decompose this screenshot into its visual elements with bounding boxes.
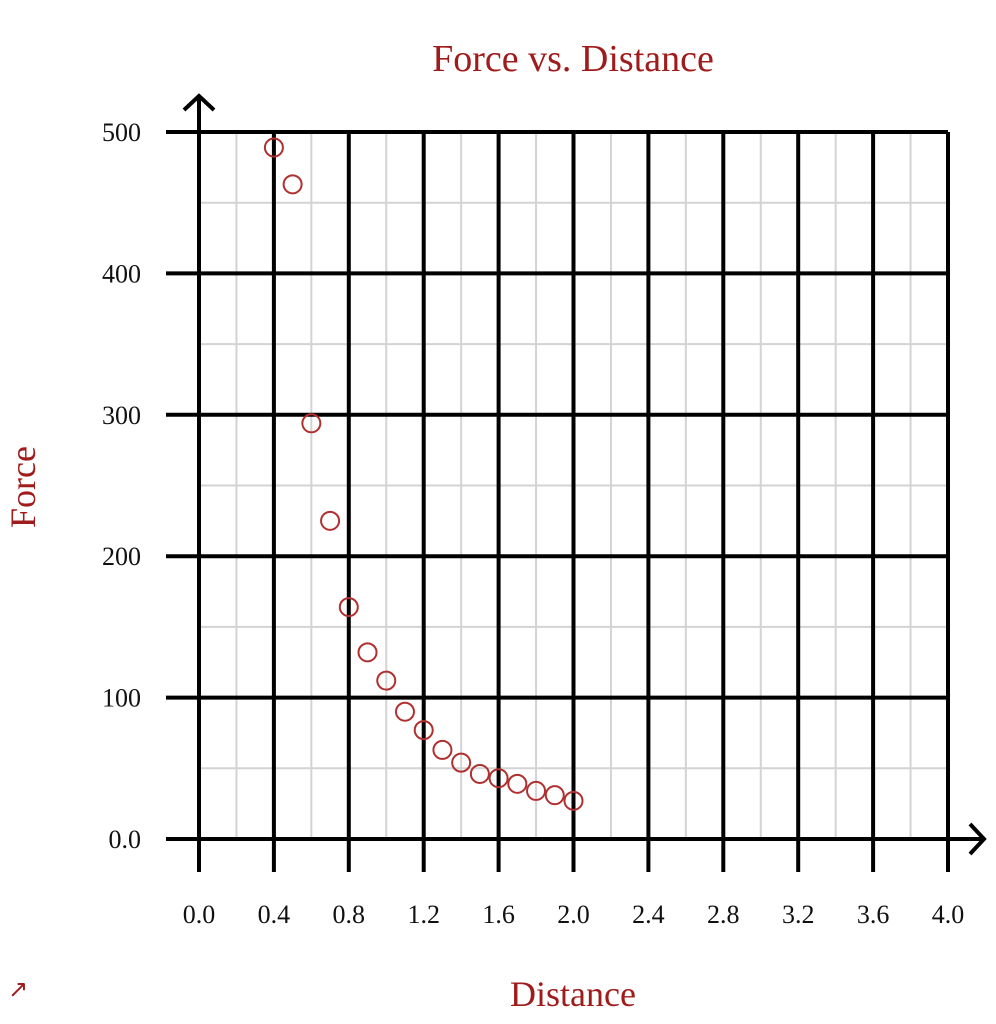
chart-title: Force vs. Distance xyxy=(432,38,714,80)
data-point xyxy=(563,790,584,811)
data-point xyxy=(507,773,528,794)
y-tick-labels: 0.0 100 200 300 400 500 xyxy=(102,118,141,854)
data-point xyxy=(526,780,547,801)
x-tick-label: 3.2 xyxy=(782,900,815,929)
expand-arrow-icon[interactable]: ↗ xyxy=(8,975,28,1003)
data-point xyxy=(320,510,341,531)
axes xyxy=(166,93,987,872)
x-axis-title: Distance xyxy=(510,974,636,1014)
data-point xyxy=(394,701,415,722)
x-tick-labels: 0.0 0.4 0.8 1.2 1.6 2.0 2.4 2.8 3.2 3.6 4.0 xyxy=(183,900,965,929)
x-axis-arrowhead xyxy=(968,822,987,856)
y-tick-label: 200 xyxy=(102,542,141,571)
x-tick-label: 2.8 xyxy=(707,900,740,929)
x-tick-label: 3.6 xyxy=(857,900,890,929)
data-point xyxy=(451,752,472,773)
data-point xyxy=(376,670,397,691)
x-tick-label: 1.2 xyxy=(407,900,440,929)
x-tick-label: 2.0 xyxy=(557,900,590,929)
y-tick-label: 300 xyxy=(102,401,141,430)
x-tick-label: 0.0 xyxy=(183,900,216,929)
y-tick-label: 500 xyxy=(102,118,141,147)
y-axis-arrowhead xyxy=(182,93,216,112)
data-point xyxy=(432,739,453,760)
data-point xyxy=(357,642,378,663)
x-tick-label: 2.4 xyxy=(632,900,665,929)
data-point xyxy=(282,174,303,195)
x-tick-label: 4.0 xyxy=(932,900,965,929)
x-tick-label: 0.8 xyxy=(333,900,366,929)
y-tick-label: 100 xyxy=(102,684,141,713)
data-point xyxy=(544,785,565,806)
x-tick-label: 1.6 xyxy=(482,900,515,929)
data-point xyxy=(488,768,509,789)
y-tick-label: 0.0 xyxy=(109,825,142,854)
data-points xyxy=(263,137,584,811)
data-point xyxy=(338,597,359,618)
y-tick-label: 400 xyxy=(102,259,141,288)
data-point xyxy=(413,720,434,741)
data-point xyxy=(301,413,322,434)
data-point xyxy=(469,763,490,784)
major-grid xyxy=(199,130,950,839)
x-tick-label: 0.4 xyxy=(258,900,291,929)
data-point xyxy=(263,137,284,158)
y-axis-title: Force xyxy=(3,446,43,528)
